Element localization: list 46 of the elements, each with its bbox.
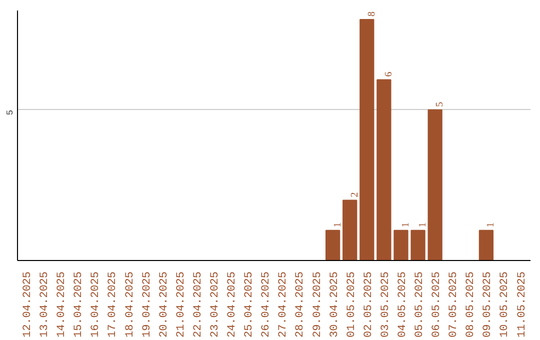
data-label: 1 [418, 222, 429, 228]
x-tick-label: 28.04.2025 [294, 271, 307, 338]
data-label: 1 [400, 222, 412, 228]
x-tick-label: 02.05.2025 [362, 271, 375, 338]
bar [342, 200, 358, 260]
x-tick-label: 15.04.2025 [73, 271, 86, 338]
x-tick-label: 19.04.2025 [141, 271, 154, 338]
data-label: 5 [434, 102, 446, 107]
x-tick-label: 03.05.2025 [380, 271, 392, 338]
x-tick-label: 04.05.2025 [396, 271, 409, 338]
x-tick-label: 08.05.2025 [465, 271, 478, 338]
x-tick-label: 27.04.2025 [278, 271, 290, 338]
bar [376, 79, 392, 260]
x-tick-label: 14.04.2025 [56, 271, 68, 338]
x-tick-label: 23.04.2025 [209, 271, 222, 338]
x-tick-label: 01.05.2025 [346, 271, 358, 338]
x-tick-label: 24.04.2025 [226, 271, 239, 338]
bar [360, 19, 374, 260]
x-tick-label: 09.05.2025 [482, 271, 494, 338]
x-tick-label: 18.04.2025 [124, 271, 136, 338]
x-tick-label: 10.05.2025 [499, 271, 512, 338]
x-tick-label: 29.04.2025 [312, 271, 324, 338]
x-tick-label: 11.05.2025 [516, 271, 528, 338]
data-label: 2 [349, 192, 360, 198]
x-tick-label: 26.04.2025 [260, 271, 273, 338]
data-label: 1 [332, 222, 344, 228]
data-label: 8 [366, 12, 378, 17]
bar [478, 230, 494, 260]
x-tick-label: 22.04.2025 [192, 271, 204, 338]
x-tick-label: 06.05.2025 [431, 271, 444, 338]
x-tick-label: 30.04.2025 [328, 271, 341, 338]
bar [325, 230, 340, 260]
bar [428, 109, 442, 260]
x-tick-label: 13.04.2025 [39, 271, 52, 338]
x-tick-label: 25.04.2025 [244, 271, 256, 338]
x-tick-label: 16.04.2025 [90, 271, 102, 338]
data-label: 6 [383, 72, 394, 77]
bar [410, 230, 426, 260]
x-tick-label: 12.04.2025 [22, 271, 34, 338]
data-label: 1 [486, 222, 497, 228]
bar [394, 230, 408, 260]
x-tick-label: 20.04.2025 [158, 271, 170, 338]
x-tick-label: 21.04.2025 [175, 271, 188, 338]
x-tick-label: 07.05.2025 [448, 271, 460, 338]
x-tick-label: 17.04.2025 [107, 271, 120, 338]
x-tick-label: 05.05.2025 [414, 271, 426, 338]
